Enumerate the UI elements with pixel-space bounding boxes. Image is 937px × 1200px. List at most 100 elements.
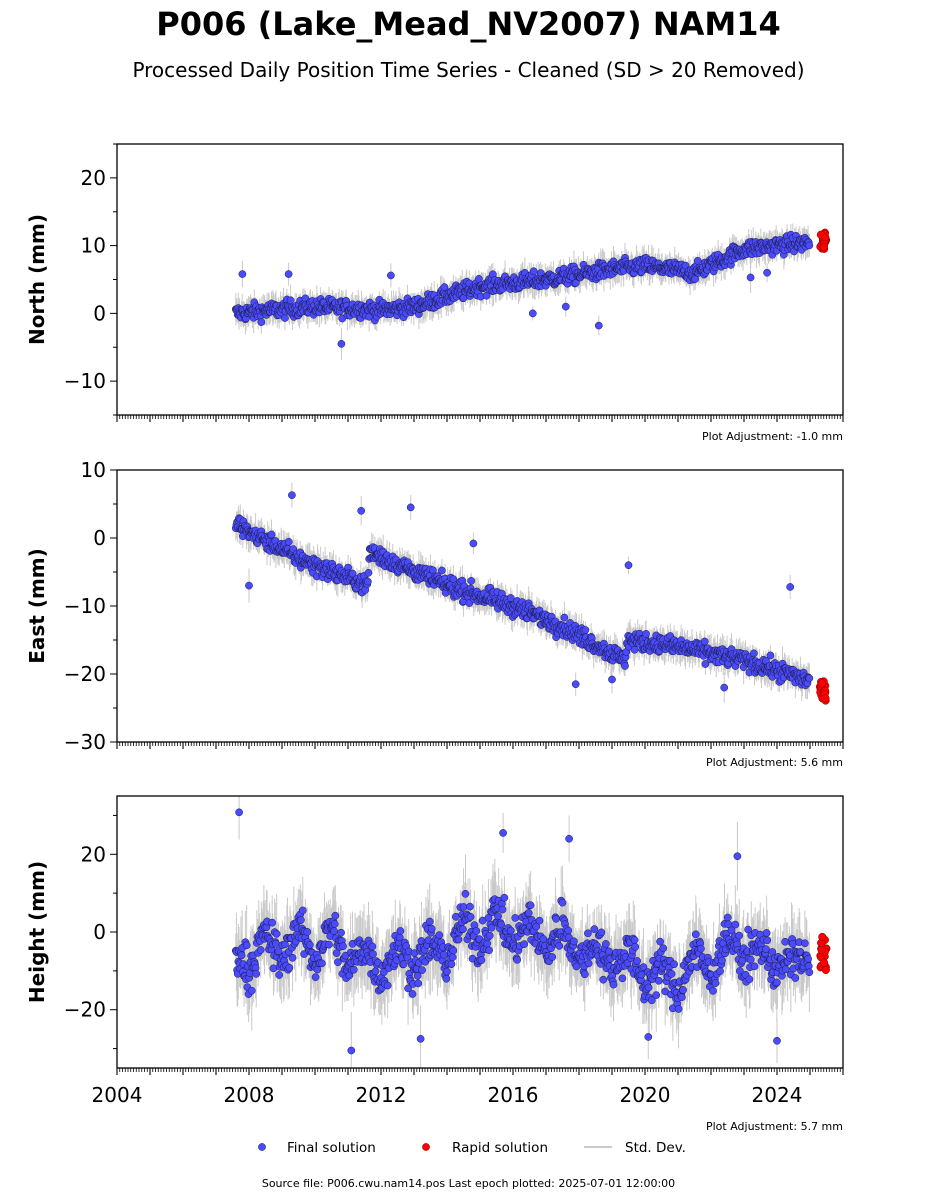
final-point [297,916,305,924]
final-point [584,929,592,938]
final-point [447,960,456,969]
final-point [506,926,515,935]
final-point [805,968,814,977]
final-point [763,268,771,277]
final-point [720,683,729,692]
final-point [526,901,535,910]
final-point [731,920,740,929]
plot-adjustment-note: Plot Adjustment: 5.7 mm [706,1120,843,1133]
y-tick-label: −10 [64,594,106,618]
final-point [639,963,648,971]
final-point [746,273,755,282]
final-point [631,942,640,951]
final-point [700,637,709,646]
final-point [750,962,759,971]
final-point [608,675,616,684]
final-point [440,283,449,291]
final-point [379,968,388,976]
source-file-note: Source file: P006.cwu.nam14.pos Last epo… [261,1177,676,1190]
final-point [467,577,476,585]
final-point [801,939,809,948]
final-point [237,951,246,960]
stddev-bars-east [235,482,810,703]
final-point [408,990,417,998]
final-point [644,983,653,992]
final-point [618,974,627,983]
rapid-point [817,679,826,688]
y-tick-label: −10 [64,369,106,393]
final-point [644,1033,653,1041]
final-point [469,539,478,548]
final-point [735,931,744,940]
final-point [281,314,289,322]
final-point [718,956,726,965]
final-point [414,979,423,988]
final-point [513,955,522,964]
final-point [773,1036,781,1045]
final-point [667,970,676,978]
y-tick-label: 20 [81,166,106,190]
final-point [425,917,434,926]
final-point [347,1046,356,1055]
y-tick-label: 10 [81,234,106,258]
legend: Final solution Rapid solution Std. Dev. [258,1140,686,1156]
final-point [599,975,608,984]
final-point [238,270,247,278]
final-point [497,920,506,929]
final-point [590,925,599,933]
final-point [659,944,668,953]
final-point [325,940,333,949]
final-point [746,955,755,964]
final-point [399,960,408,969]
final-point [711,979,720,987]
final-point [564,933,573,942]
final-point [285,963,294,972]
final-point [368,942,377,951]
final-point [584,959,593,968]
final-point [256,946,265,954]
final-point [268,918,277,927]
final-point [674,1005,683,1013]
final-point [305,941,314,949]
final-point [633,957,641,965]
final-point [349,965,358,974]
final-point [555,942,564,950]
final-point [762,945,770,954]
final-point [772,978,781,987]
panel-east: −30 −20 −10 0 10 East (mm) Plot Adjustment: 5.… [25,458,844,769]
final-point [594,321,603,330]
final-point [404,984,412,993]
y-tick-label: 0 [93,920,106,944]
final-point [781,965,790,974]
legend-final-label: Final solution [287,1140,376,1156]
final-point [693,256,702,265]
legend-final-marker [258,1143,266,1151]
final-point [413,971,422,980]
x-tick-label: 2012 [356,1083,407,1107]
final-point [781,937,789,946]
final-point [560,613,569,622]
final-point [487,923,496,932]
rapid-points-height [816,932,831,974]
legend-stddev-label: Std. Dev. [625,1140,686,1156]
x-tick-label: 2004 [92,1083,143,1107]
final-point [570,937,578,946]
final-point [242,941,251,950]
final-point [472,927,481,935]
final-point [766,651,775,660]
x-tick-label: 2024 [752,1083,803,1107]
final-point [652,991,661,999]
final-point [383,981,392,990]
final-point [337,340,346,348]
final-point [364,577,372,586]
final-point [311,973,320,982]
final-point [733,852,742,861]
y-tick-label: −30 [64,730,106,754]
final-point [656,937,664,946]
final-point [477,956,486,965]
plot-area-height [231,796,831,1068]
final-points-height [231,808,814,1055]
final-point [449,946,458,955]
final-point [791,974,800,982]
